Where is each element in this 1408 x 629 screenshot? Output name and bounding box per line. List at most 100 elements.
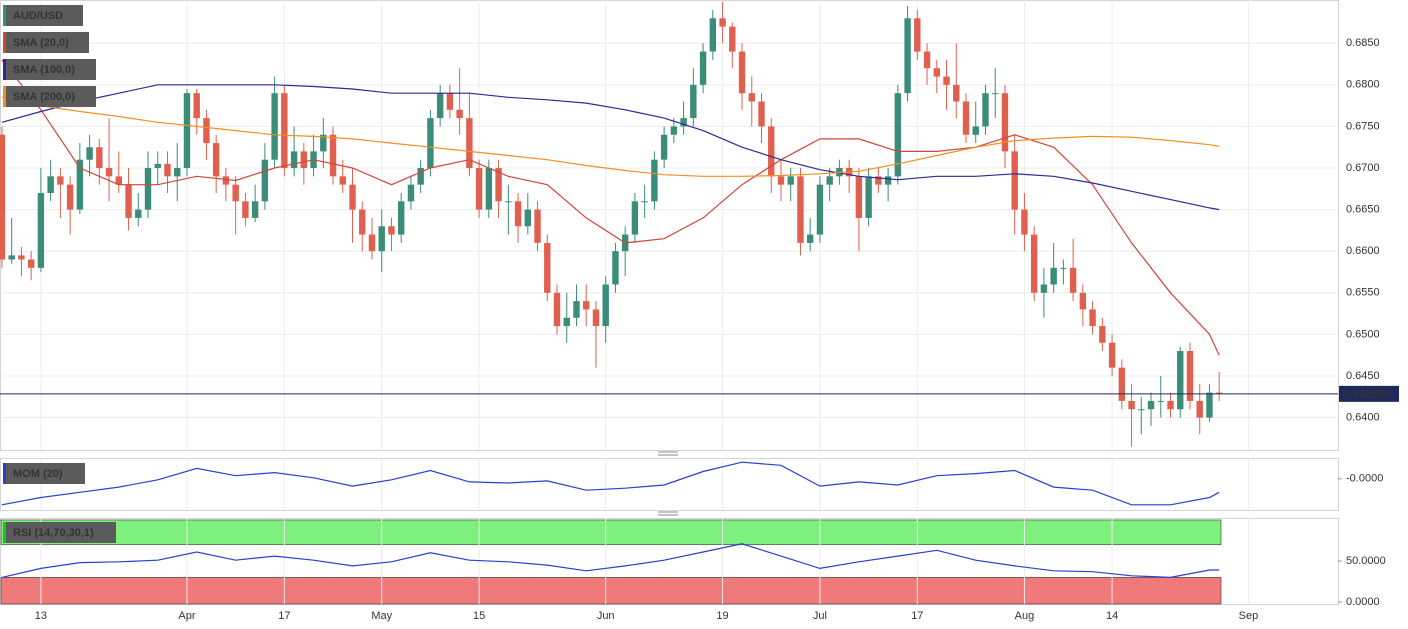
sma-line <box>1 84 1220 211</box>
candle-body <box>86 147 93 160</box>
candle-body <box>66 184 74 210</box>
candle-body <box>320 134 327 152</box>
lower-band <box>0 577 1222 605</box>
legend-strip <box>3 59 6 80</box>
candle-body <box>670 126 678 135</box>
candle-body <box>1050 267 1057 285</box>
candle-body <box>281 93 288 169</box>
candle-body <box>0 134 6 260</box>
x-tick-label: Jun <box>597 610 615 622</box>
pane <box>0 458 1339 511</box>
candle-body <box>1206 392 1213 418</box>
candle-body <box>300 151 308 169</box>
sma-line <box>1 96 1220 177</box>
candle-body <box>534 209 541 243</box>
y-tick-label: -0.0000 <box>1346 473 1383 485</box>
candle-body <box>417 168 424 185</box>
candle-body <box>816 184 824 235</box>
legend-label: SMA (200,0) <box>13 91 75 103</box>
candle-body <box>407 184 415 202</box>
candle-body <box>797 176 804 243</box>
y-tick-label: 0.6800 <box>1346 79 1380 91</box>
x-tick-label: Apr <box>178 610 195 622</box>
y-tick-label: 0.6600 <box>1346 245 1380 257</box>
candle-body <box>359 209 366 235</box>
candle-body <box>514 201 522 227</box>
candle-body <box>865 176 872 218</box>
candle-body <box>933 68 940 77</box>
candle-body <box>212 143 220 177</box>
legend-box <box>3 32 89 53</box>
candle-body <box>115 176 123 185</box>
candle-body <box>1099 326 1106 343</box>
candle-body <box>953 84 960 102</box>
candle-body <box>251 201 259 218</box>
candle-body <box>729 26 736 52</box>
candle-body <box>826 176 833 185</box>
candle-body <box>271 93 278 160</box>
legend-strip <box>3 522 6 543</box>
y-tick-label: 50.0000 <box>1346 555 1386 567</box>
candle-body <box>690 84 697 119</box>
candle-body <box>1118 367 1126 401</box>
candle-body <box>475 168 483 210</box>
candle-body <box>76 159 84 210</box>
candle-body <box>923 51 931 69</box>
y-tick-label: 0.6550 <box>1346 287 1380 299</box>
x-tick-label: 15 <box>473 610 485 622</box>
candle-body <box>875 176 882 185</box>
pane <box>0 0 1339 451</box>
candle-body <box>719 18 726 27</box>
candle-body <box>709 18 717 52</box>
candle-body <box>855 176 863 218</box>
candle-body <box>573 301 580 318</box>
candle-body <box>1196 400 1203 418</box>
candle-body <box>388 226 395 235</box>
candle-body <box>18 255 25 260</box>
legend-box <box>3 463 85 484</box>
candle-body <box>164 163 171 177</box>
candle-body <box>1157 400 1164 402</box>
y-tick-label: 0.6850 <box>1346 37 1380 49</box>
candle-body <box>446 93 454 110</box>
candle-body <box>96 147 103 169</box>
candle-body <box>1138 409 1145 411</box>
candle-body <box>972 126 979 135</box>
candle-body <box>1001 93 1009 152</box>
candle-body <box>144 168 152 210</box>
y-tick-label: 0.6700 <box>1346 162 1380 174</box>
candle-body <box>943 76 950 85</box>
candle-body <box>699 51 707 85</box>
last-price-box <box>1339 385 1399 402</box>
y-tick-label: 0.0000 <box>1346 596 1380 608</box>
legend-label: SMA (20,0) <box>13 37 69 49</box>
legend-box <box>3 86 96 107</box>
candle-body <box>27 259 35 268</box>
legend-label: MOM (20) <box>13 468 63 480</box>
candle-body <box>183 93 191 169</box>
x-tick-label: 17 <box>911 610 923 622</box>
x-tick-label: Sep <box>1239 610 1259 622</box>
candle-body <box>378 226 385 252</box>
candle-body <box>612 251 619 285</box>
candle-body <box>962 101 970 135</box>
candle-body <box>1128 400 1135 410</box>
candle-body <box>563 317 570 327</box>
candle-body <box>1215 392 1223 394</box>
indicator-line <box>1 461 1220 506</box>
sma-line <box>1 59 1220 356</box>
candle-body <box>329 134 337 177</box>
legend-label: SMA (100,0) <box>13 64 75 76</box>
upper-band <box>0 519 1222 545</box>
candle-body <box>1069 267 1077 293</box>
candle-body <box>193 93 200 119</box>
candle-body <box>57 176 64 185</box>
candle-body <box>349 184 356 210</box>
candle-body <box>904 18 911 94</box>
candle-body <box>398 201 405 235</box>
candle-body <box>884 176 892 185</box>
candle-body <box>631 201 639 235</box>
legend-label: RSI (14,70,30,1) <box>13 527 94 539</box>
candle-body <box>125 184 132 218</box>
candle-body <box>680 118 687 127</box>
